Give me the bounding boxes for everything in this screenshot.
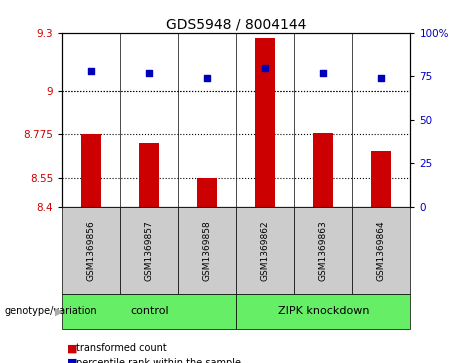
Text: percentile rank within the sample: percentile rank within the sample [76,358,241,363]
Bar [139,143,160,207]
Text: transformed count: transformed count [76,343,167,354]
Bar [255,38,275,207]
Bar [197,178,218,207]
Point [319,70,327,76]
Point [378,75,385,81]
Bar [313,133,333,207]
Text: ■: ■ [67,358,77,363]
Text: ▶: ▶ [55,306,63,316]
Text: ZIPK knockdown: ZIPK knockdown [278,306,369,316]
Title: GDS5948 / 8004144: GDS5948 / 8004144 [166,17,307,32]
Text: genotype/variation: genotype/variation [5,306,97,316]
Text: GSM1369857: GSM1369857 [145,220,154,281]
Text: GSM1369864: GSM1369864 [377,220,386,281]
Bar [81,134,101,207]
Point [261,65,269,70]
Text: GSM1369862: GSM1369862 [261,220,270,281]
Text: GSM1369858: GSM1369858 [203,220,212,281]
Point [88,68,95,74]
Text: control: control [130,306,169,316]
Bar [371,151,391,207]
Text: GSM1369856: GSM1369856 [87,220,96,281]
Point [204,75,211,81]
Text: GSM1369863: GSM1369863 [319,220,328,281]
Text: ■: ■ [67,343,77,354]
Point [146,70,153,76]
